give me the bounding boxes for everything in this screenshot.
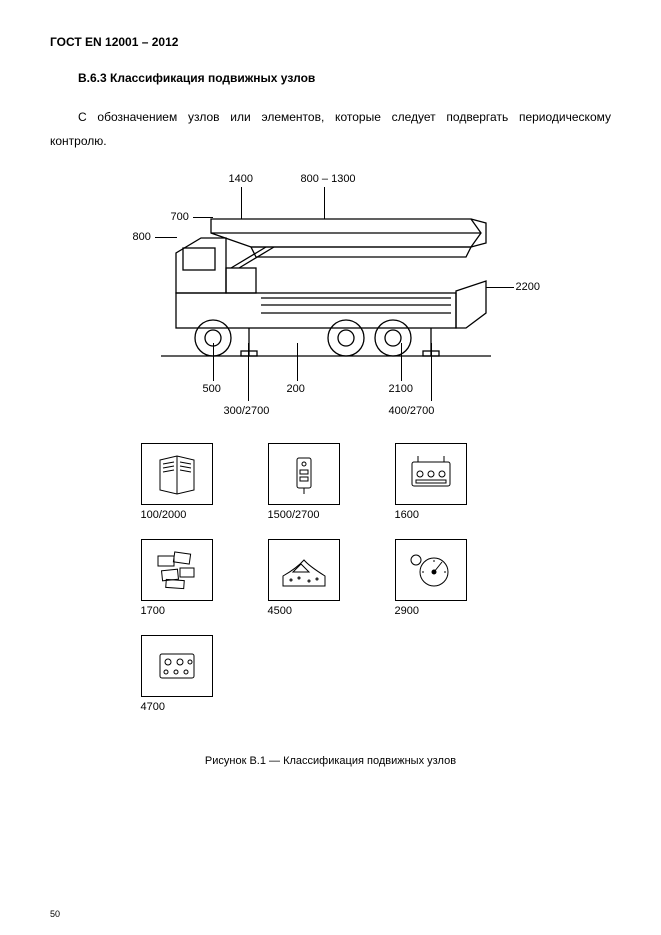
truck-diagram: 1400 800 – 1300 700 800 2200 500 200 210… <box>121 173 551 433</box>
icon-cell: 4700 <box>141 635 213 725</box>
icon-caption: 4500 <box>268 605 292 617</box>
icon-row: 4700 <box>141 635 541 725</box>
gauge-icon <box>395 539 467 601</box>
body-text: С обозначением узлов или элементов, кото… <box>50 105 611 153</box>
icon-caption: 1700 <box>141 605 165 617</box>
section-title: B.6.3 Классификация подвижных узлов <box>78 71 611 85</box>
icon-caption: 2900 <box>395 605 419 617</box>
icon-cell: 2900 <box>395 539 467 629</box>
icon-grid: 100/2000 1500/2700 1600 <box>141 443 541 725</box>
icon-row: 1700 4500 2900 <box>141 539 541 629</box>
icon-caption: 1600 <box>395 509 419 521</box>
icon-cell: 100/2000 <box>141 443 213 533</box>
document-header: ГОСТ EN 12001 – 2012 <box>50 35 611 49</box>
manual-icon <box>141 443 213 505</box>
figure-area: 1400 800 – 1300 700 800 2200 500 200 210… <box>91 173 571 767</box>
icon-caption: 4700 <box>141 701 165 713</box>
panel-icon <box>141 635 213 697</box>
icon-cell: 4500 <box>268 539 340 629</box>
icon-row: 100/2000 1500/2700 1600 <box>141 443 541 533</box>
plates-icon <box>141 539 213 601</box>
page-number: 50 <box>50 909 60 919</box>
figure-caption: Рисунок В.1 — Классификация подвижных уз… <box>91 755 571 767</box>
icon-cell: 1700 <box>141 539 213 629</box>
remote-icon <box>268 443 340 505</box>
icon-caption: 1500/2700 <box>268 509 320 521</box>
icon-cell: 1600 <box>395 443 467 533</box>
control-panel-icon <box>395 443 467 505</box>
icon-cell: 1500/2700 <box>268 443 340 533</box>
pile-icon <box>268 539 340 601</box>
truck-illustration <box>121 173 551 433</box>
page: ГОСТ EN 12001 – 2012 B.6.3 Классификация… <box>0 0 661 935</box>
icon-caption: 100/2000 <box>141 509 187 521</box>
